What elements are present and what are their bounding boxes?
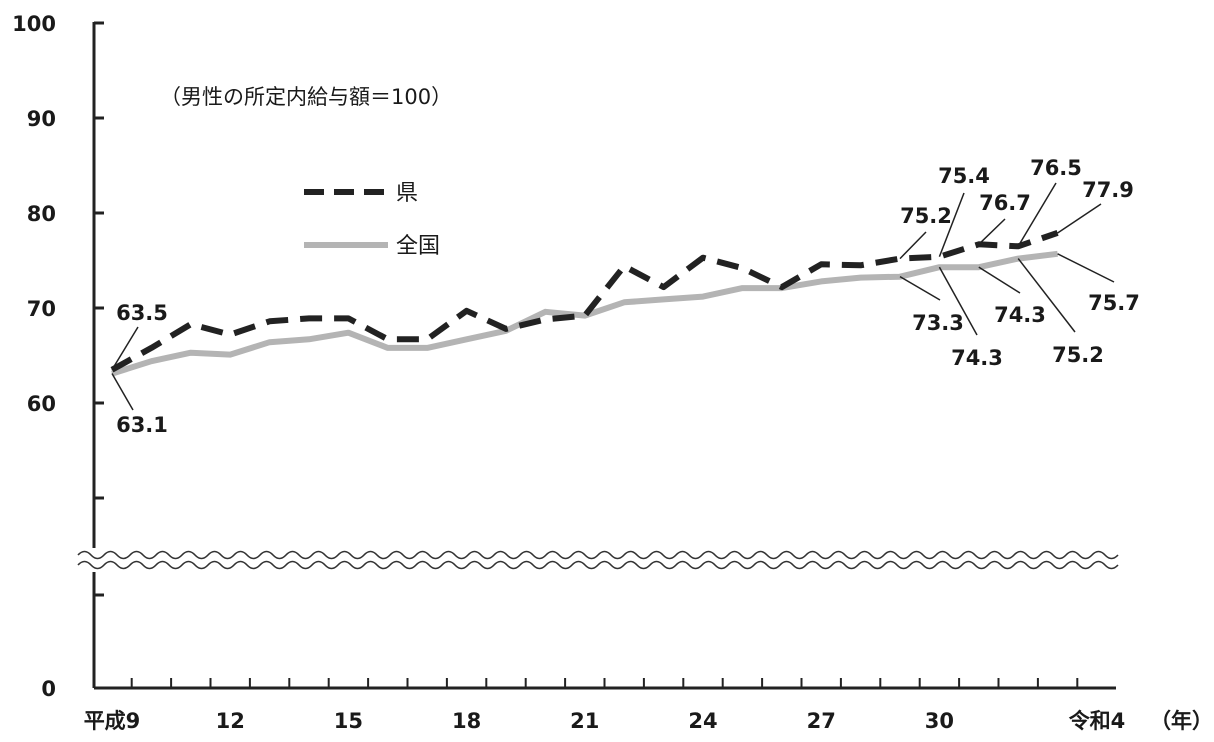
chart-annotations: 63.5 63.1 75.2 75.4 76.7 76.577.9 73.3 74.3 74.3… xyxy=(111,156,1140,437)
annotation-leader xyxy=(111,373,134,411)
axis-break-line xyxy=(77,550,1119,560)
annotation-leader xyxy=(899,276,941,301)
x-tick-label: 24 xyxy=(688,709,717,733)
chart-legend: 県全国 xyxy=(304,181,440,259)
chart-note: （男性の所定内給与額＝100） xyxy=(160,85,452,109)
data-label: 63.5 xyxy=(116,301,168,325)
annotation-leader xyxy=(1057,203,1102,234)
legend-label: 県 xyxy=(396,181,418,206)
y-tick-label: 70 xyxy=(27,297,56,321)
y-tick-label: 0 xyxy=(41,677,56,701)
chart-series xyxy=(110,230,1059,377)
axis-break xyxy=(77,548,1119,572)
y-tick-label: 90 xyxy=(27,107,56,131)
chart-ticks: 0 60 70 80 90 100 平成9 12 15 18 21 24 27 30 令和4 （年） xyxy=(12,12,1213,733)
x-axis-unit: （年） xyxy=(1150,709,1213,733)
x-tick-label: 18 xyxy=(452,709,481,733)
annotation-leader xyxy=(978,266,1021,294)
x-tick-label: 12 xyxy=(216,709,245,733)
data-label: 63.1 xyxy=(116,413,168,437)
legend-label: 全国 xyxy=(396,234,440,259)
annotation-leader xyxy=(1017,182,1057,247)
data-label: 75.7 xyxy=(1088,291,1140,315)
x-tick-label: 21 xyxy=(570,709,599,733)
x-tick-label: 15 xyxy=(334,709,363,733)
data-label: 76.5 xyxy=(1030,156,1082,180)
data-label: 74.3 xyxy=(994,303,1046,327)
y-tick-label: 80 xyxy=(27,202,56,226)
data-label: 77.9 xyxy=(1082,178,1134,202)
y-tick-label: 60 xyxy=(27,392,56,416)
x-tick-label: 平成9 xyxy=(84,709,141,733)
data-label: 74.3 xyxy=(951,346,1003,370)
annotation-leader xyxy=(1017,258,1076,333)
data-label: 73.3 xyxy=(912,311,964,335)
data-label: 75.4 xyxy=(938,164,990,188)
y-tick-label: 100 xyxy=(12,12,56,36)
axis-break-line xyxy=(77,560,1119,570)
data-label: 76.7 xyxy=(979,191,1031,215)
data-label: 75.2 xyxy=(900,204,952,228)
annotation-leader xyxy=(1057,253,1115,283)
annotation-leader xyxy=(978,218,1006,245)
annotation-leader xyxy=(938,266,978,336)
annotation-leader xyxy=(938,192,965,257)
x-tick-label: 30 xyxy=(925,709,954,733)
x-tick-label: 27 xyxy=(807,709,836,733)
axis-break-gap xyxy=(78,548,1118,572)
x-tick-label: 令和4 xyxy=(1069,709,1126,733)
annotation-leader xyxy=(111,326,139,371)
series-line-ken xyxy=(110,230,1059,373)
annotation-leader xyxy=(899,231,927,260)
data-label: 75.2 xyxy=(1052,343,1104,367)
